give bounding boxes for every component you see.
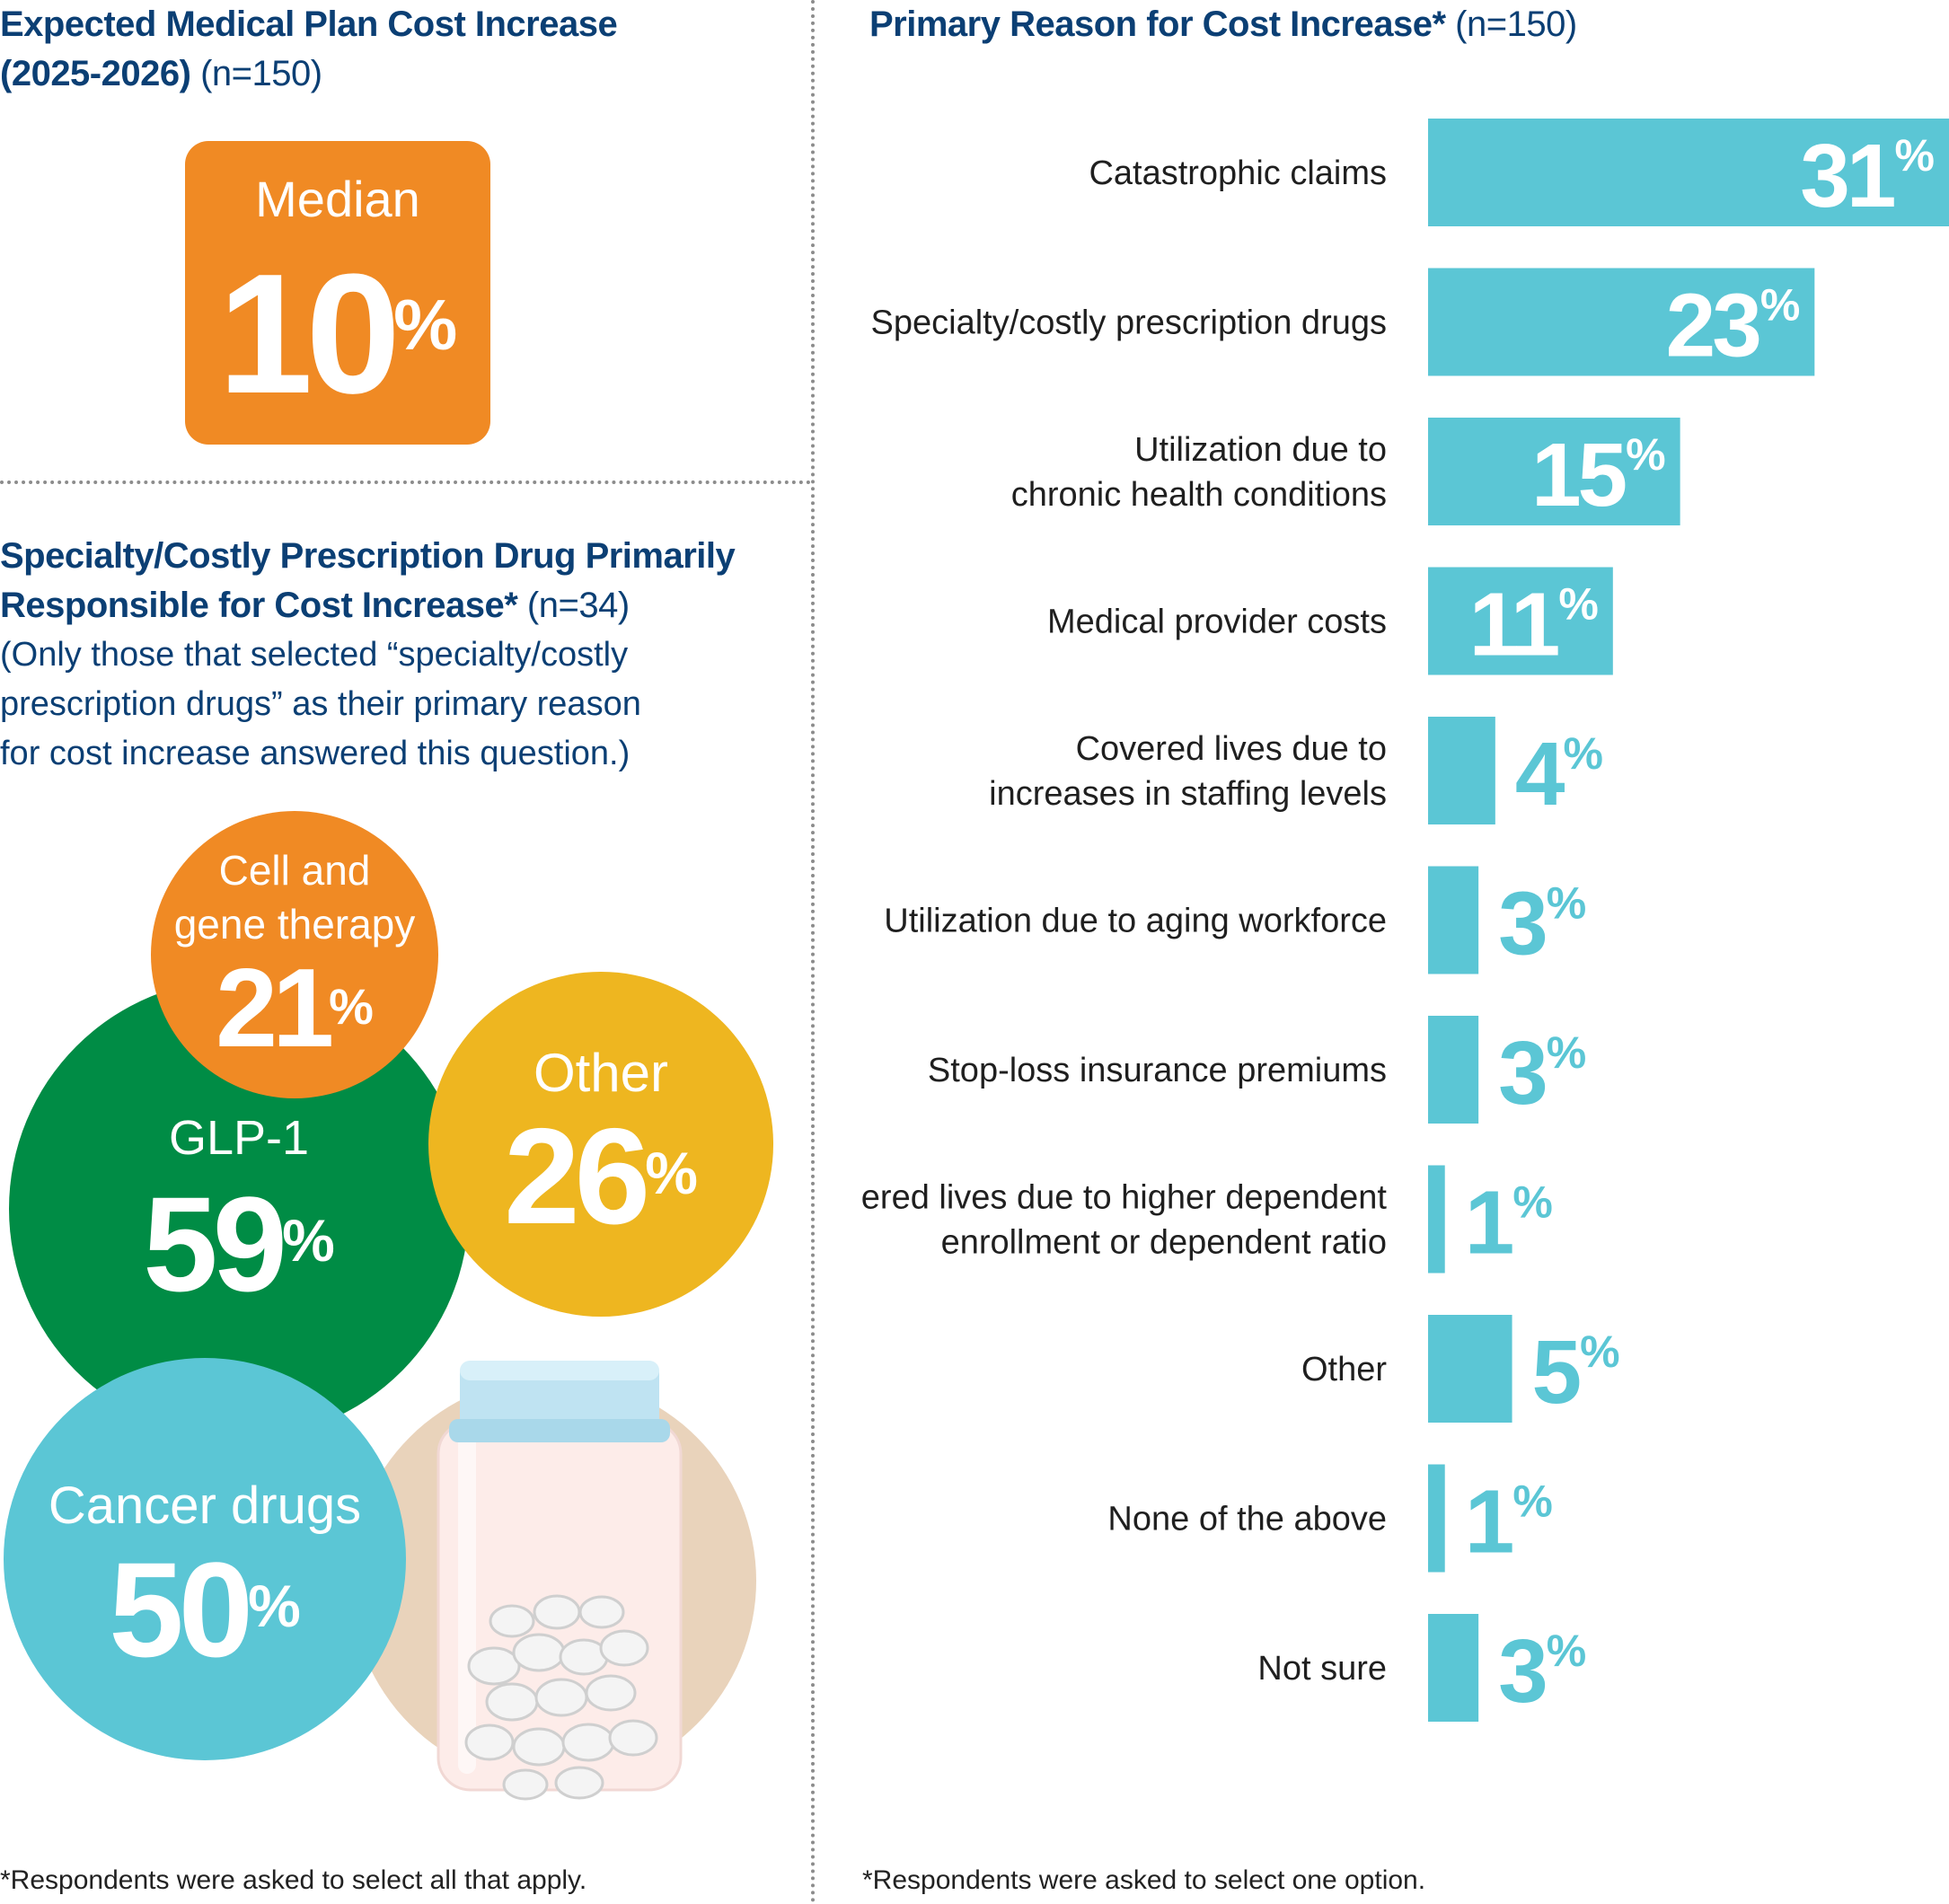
drug-note-line1: (Only those that selected “specialty/cos… <box>0 636 629 674</box>
bar-6 <box>1428 1016 1479 1124</box>
bubble-glp1-number: 59 <box>143 1168 287 1319</box>
bar-1 <box>1428 268 1815 376</box>
value-label-7: 1% <box>1465 1173 1553 1274</box>
value-label-1: 23% <box>1666 276 1801 376</box>
drug-title-line2: Responsible for Cost Increase* <box>0 586 518 625</box>
value-label-10: 3% <box>1498 1621 1586 1722</box>
value-label-3: 11% <box>1469 575 1599 675</box>
bar-8 <box>1428 1315 1512 1423</box>
right-footnote: *Respondents were asked to select one op… <box>862 1865 1426 1895</box>
bar-chart: Catastrophic claims 31% Specialty/costly p… <box>862 119 1949 1722</box>
bubble-cell-gene-label-line2: gene therapy <box>173 901 416 948</box>
category-label-4: Covered lives due to increases in staffin… <box>989 730 1387 813</box>
drug-note-line3: for cost increase answered this question… <box>0 735 631 772</box>
median-title-line2: (2025-2026) <box>0 54 191 93</box>
median-label: Median <box>255 171 420 227</box>
bar-0 <box>1428 119 1949 226</box>
bubble-cancer-label: Cancer drugs <box>48 1476 362 1535</box>
drug-note-line2: prescription drugs” as their primary rea… <box>0 685 641 723</box>
value-label-0: 31% <box>1800 126 1935 226</box>
drug-section-note: (Only those that selected “specialty/cos… <box>0 630 641 779</box>
bar-chart-title: Primary Reason for Cost Increase* <box>869 4 1446 44</box>
category-label-1: Specialty/costly prescription drugs <box>871 304 1387 342</box>
category-label-8: Other <box>1301 1351 1387 1388</box>
left-footnote: *Respondents were asked to select all th… <box>0 1865 587 1895</box>
median-sample-size: (n=150) <box>200 54 322 93</box>
category-label-3: Medical provider costs <box>1047 604 1387 641</box>
bar-2 <box>1428 418 1680 525</box>
category-label-5: Utilization due to aging workforce <box>884 903 1387 940</box>
bar-chart-sample-size: (n=150) <box>1455 4 1577 44</box>
bar-10 <box>1428 1614 1479 1722</box>
bar-7 <box>1428 1165 1445 1274</box>
value-label-5: 3% <box>1498 874 1586 974</box>
category-label-10: Not sure <box>1257 1650 1387 1688</box>
median-number: 10 <box>217 239 401 429</box>
bubble-cell-gene-unit: % <box>329 978 374 1035</box>
bubble-other-number: 26 <box>504 1100 650 1253</box>
bubble-other-value: 26% <box>428 1105 773 1248</box>
bar-5 <box>1428 866 1479 974</box>
drug-title-line1: Specialty/Costly Prescription Drug Prima… <box>0 536 736 576</box>
category-label-9: None of the above <box>1107 1501 1387 1538</box>
drug-sample-size: (n=34) <box>526 586 630 625</box>
value-label-8: 5% <box>1532 1322 1620 1423</box>
vertical-divider <box>811 0 815 1904</box>
median-box: Median 10% <box>185 141 490 445</box>
bubble-cell-gene: Cell and gene therapy 21% <box>151 811 438 1098</box>
value-label-6: 3% <box>1498 1023 1586 1124</box>
bubble-cell-gene-value: 21% <box>151 946 438 1071</box>
bubble-cancer-value: 50% <box>4 1538 406 1681</box>
pill-bottle-icon <box>359 1361 756 1801</box>
bubble-glp1-value: 59% <box>9 1172 469 1316</box>
category-label-0: Catastrophic claims <box>1089 154 1387 192</box>
bar-3 <box>1428 567 1613 675</box>
bubble-other-label: Other <box>533 1043 669 1103</box>
bubble-cancer: Cancer drugs 50% <box>4 1358 406 1760</box>
bar-chart-title-block: Primary Reason for Cost Increase* (n=150… <box>869 0 1577 49</box>
category-label-2: Utilization due to chronic health conditi… <box>1011 431 1387 514</box>
bubble-glp1-unit: % <box>282 1207 335 1274</box>
bubble-other: Other 26% <box>428 972 773 1317</box>
bubble-cell-gene-label-line1: Cell and <box>218 847 371 894</box>
median-unit: % <box>393 285 458 365</box>
value-label-4: 4% <box>1515 724 1603 824</box>
bar-4 <box>1428 717 1495 824</box>
median-value: 10% <box>185 240 490 428</box>
bubble-cell-gene-number: 21 <box>216 947 334 1071</box>
bubble-cancer-unit: % <box>248 1573 301 1639</box>
drug-section-title: Specialty/Costly Prescription Drug Prima… <box>0 532 736 630</box>
value-label-9: 1% <box>1465 1472 1553 1573</box>
horizontal-divider <box>0 480 811 484</box>
median-section-title: Expected Medical Plan Cost Increase (202… <box>0 0 618 99</box>
category-label-7: Covered lives due to higher dependentenr… <box>862 1179 1387 1262</box>
bubble-cancer-number: 50 <box>109 1534 253 1685</box>
median-title-line1: Expected Medical Plan Cost Increase <box>0 4 618 44</box>
bar-9 <box>1428 1464 1445 1573</box>
bubble-glp1-label: GLP-1 <box>168 1111 310 1165</box>
category-label-6: Stop-loss insurance premiums <box>928 1052 1387 1089</box>
value-label-2: 15% <box>1531 425 1666 525</box>
bubble-other-unit: % <box>645 1140 698 1206</box>
